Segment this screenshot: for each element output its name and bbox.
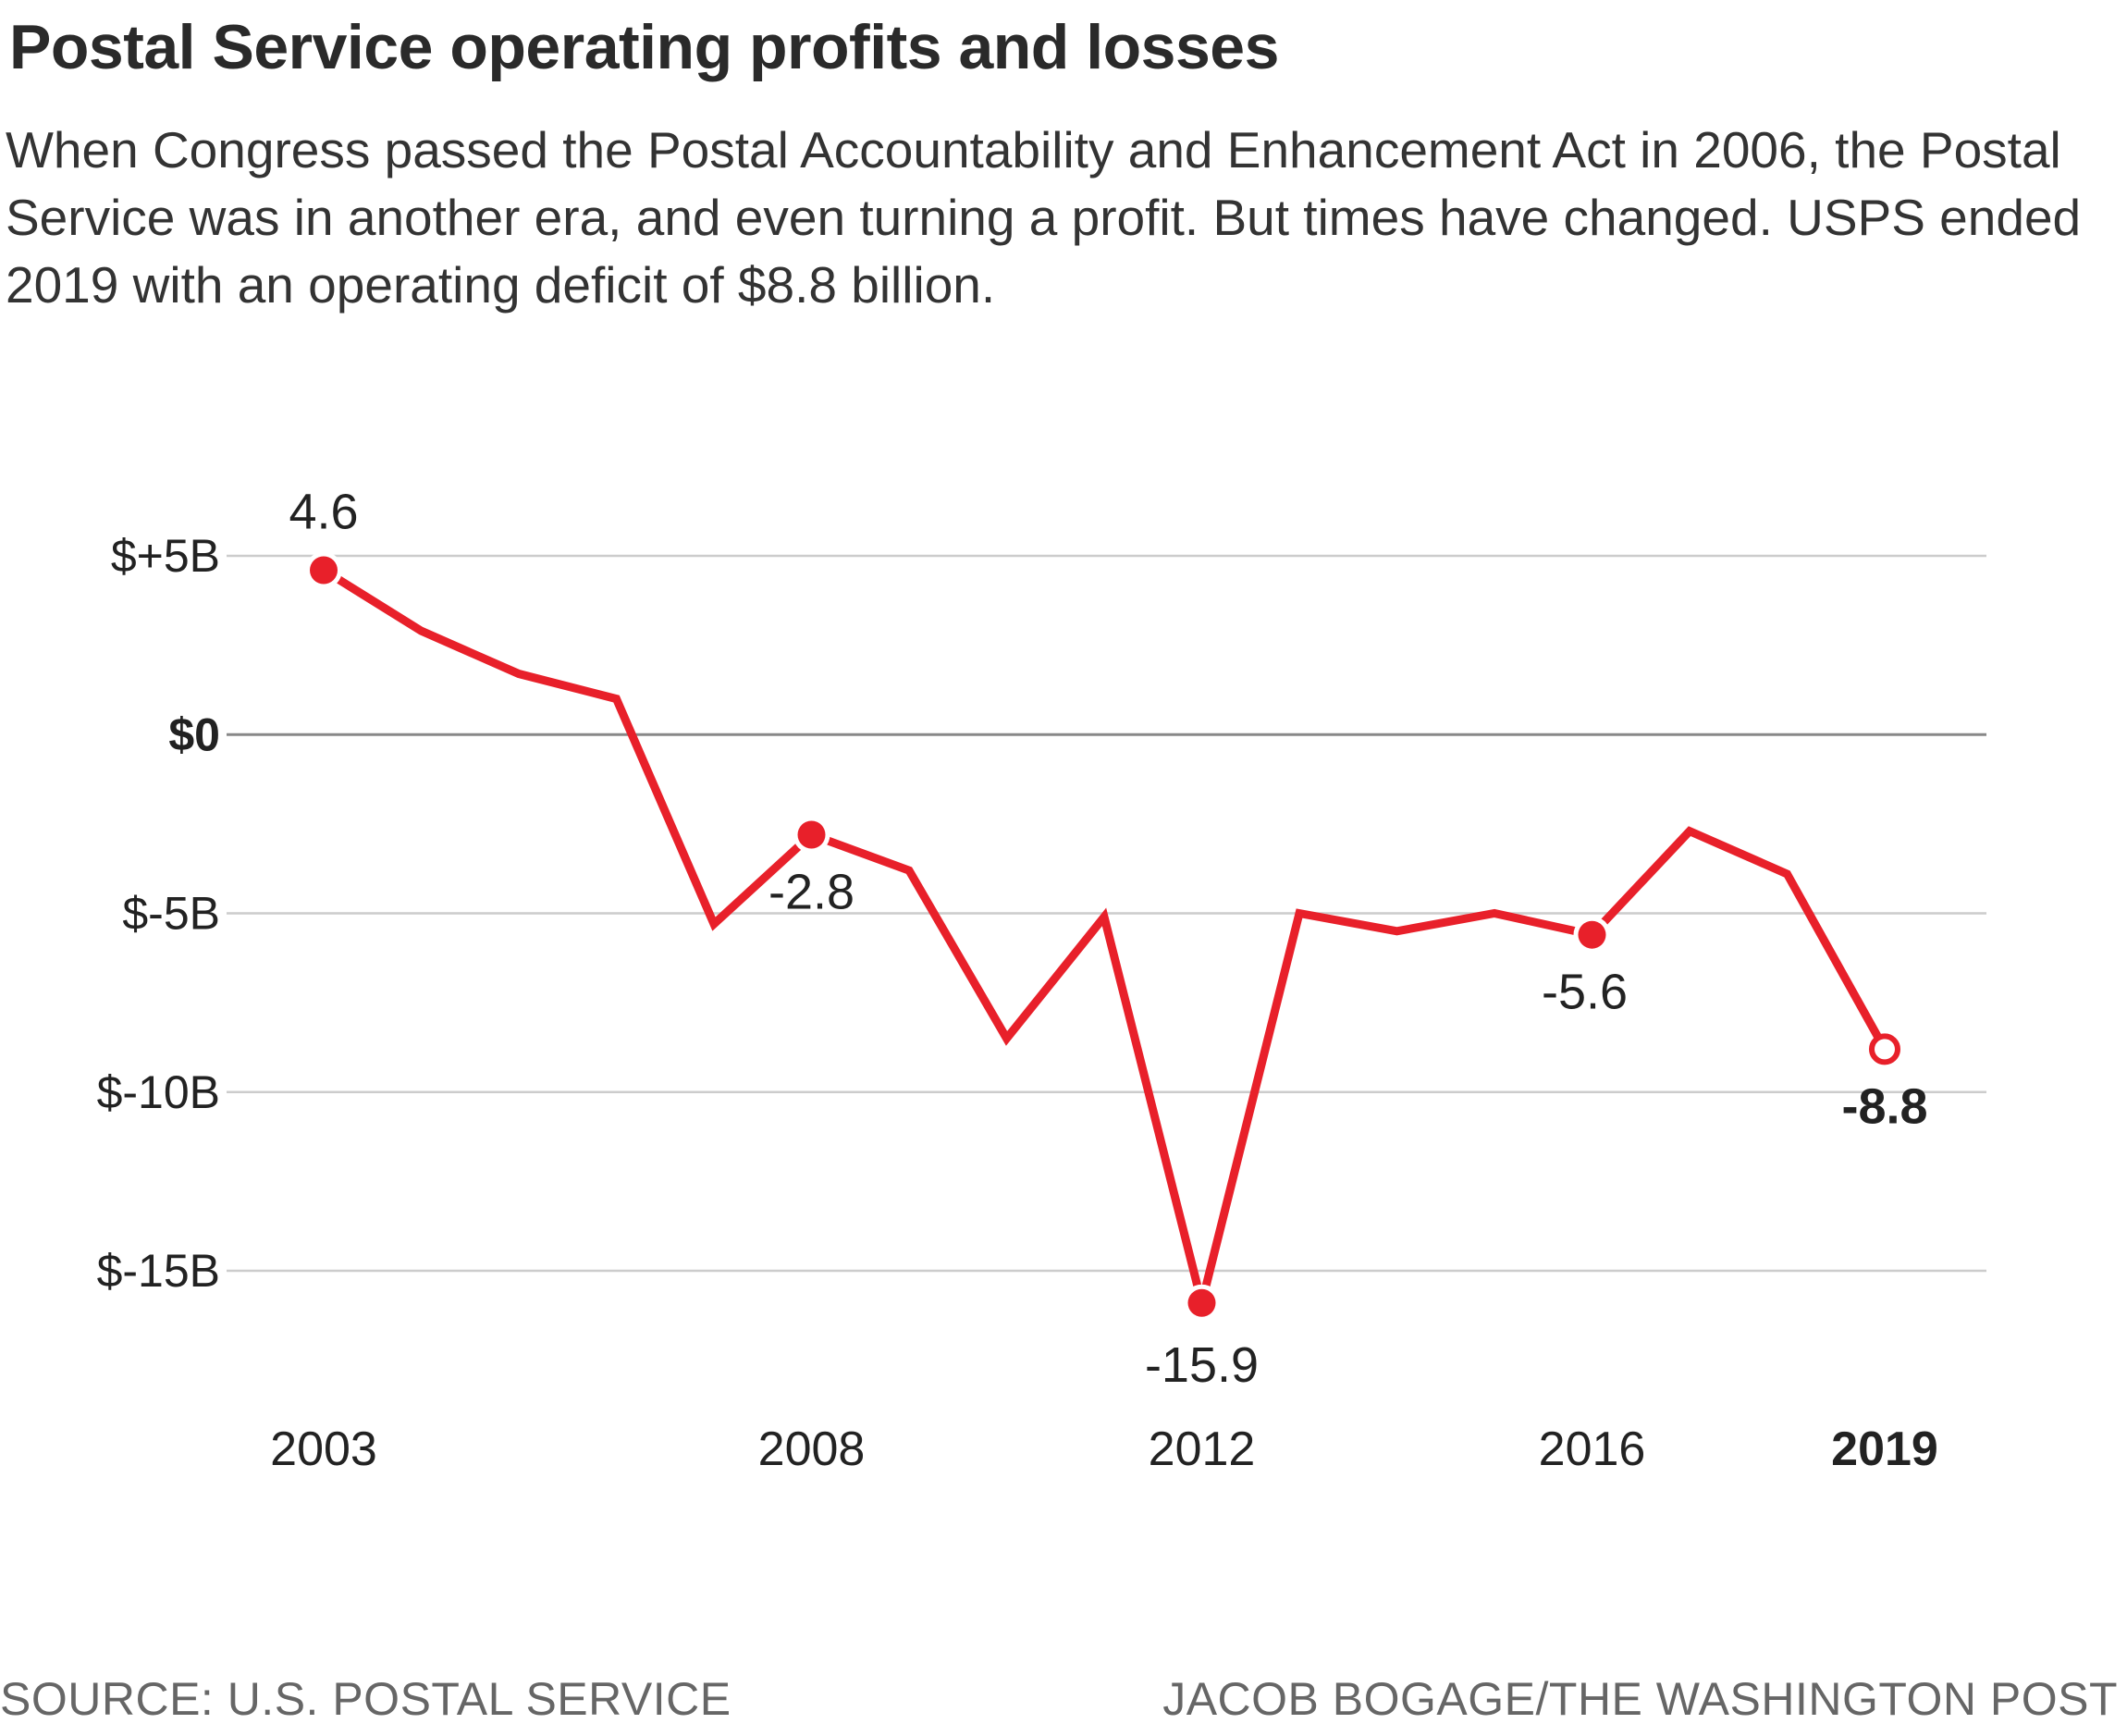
y-tick-label: $-10B — [97, 1066, 220, 1118]
x-axis-ticks: 2003 2008 2012 2016 2019 — [270, 1422, 1938, 1476]
data-points-layer — [305, 551, 1900, 1322]
credit-note: JACOB BOGAGE/THE WASHINGTON POST — [1162, 1673, 2118, 1725]
data-label: -2.8 — [768, 864, 854, 919]
y-tick-label: $-15B — [97, 1245, 220, 1297]
data-point-marker — [797, 820, 826, 849]
y-tick-label: $0 — [168, 708, 220, 760]
x-tick-label: 2019 — [1831, 1422, 1938, 1476]
data-point-marker — [1869, 1033, 1900, 1065]
chart-subtitle: When Congress passed the Postal Accounta… — [6, 121, 2082, 314]
data-labels-layer: 4.6 -2.8 -15.9 -5.6 -8.8 — [289, 484, 1927, 1392]
chart-title: Postal Service operating profits and los… — [9, 12, 1279, 82]
y-axis-ticks: $+5B $0 $-5B $-10B $-15B — [97, 530, 220, 1297]
series-line-layer — [321, 566, 1888, 1321]
data-label: -8.8 — [1841, 1078, 1927, 1134]
data-point-marker — [1187, 1288, 1216, 1317]
data-point-marker — [310, 556, 338, 585]
data-point-marker — [1578, 920, 1606, 949]
data-label: -15.9 — [1145, 1337, 1259, 1393]
data-label: -5.6 — [1542, 965, 1628, 1020]
grid-layer — [227, 554, 1986, 1273]
source-note: SOURCE: U.S. POSTAL SERVICE — [0, 1673, 732, 1725]
data-label: 4.6 — [289, 484, 358, 539]
x-tick-label: 2016 — [1539, 1422, 1646, 1476]
y-tick-label: $-5B — [122, 888, 220, 940]
y-tick-label: $+5B — [111, 530, 220, 582]
series-line — [321, 566, 1888, 1321]
x-tick-label: 2012 — [1149, 1422, 1256, 1476]
x-tick-label: 2008 — [758, 1422, 866, 1476]
x-tick-label: 2003 — [270, 1422, 377, 1476]
